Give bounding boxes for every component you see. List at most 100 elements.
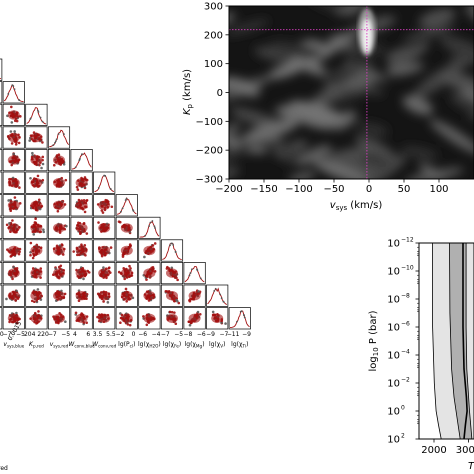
corner-scatter-cell bbox=[25, 262, 48, 285]
pt-y-tick-label: 10 bbox=[387, 267, 400, 278]
corner-scatter-cell bbox=[93, 194, 116, 217]
heatmap-streak bbox=[289, 100, 345, 123]
corner-scatter-point bbox=[9, 130, 13, 133]
corner-histogram-line bbox=[49, 129, 70, 148]
corner-scatter-point bbox=[31, 151, 34, 155]
corner-x-tick-label: 3.5 bbox=[93, 331, 103, 338]
corner-scatter-cell bbox=[25, 284, 48, 307]
heatmap-streak bbox=[401, 146, 439, 159]
corner-density-core bbox=[53, 268, 65, 278]
corner-x-tick-label: −6 bbox=[138, 331, 147, 338]
corner-histogram-marker bbox=[219, 293, 222, 296]
heatmap-streak bbox=[439, 71, 474, 92]
corner-x-tick-label: −7 bbox=[161, 331, 170, 338]
corner-scatter-point bbox=[96, 315, 99, 319]
corner-density-core bbox=[30, 290, 43, 301]
corner-scatter-point bbox=[60, 243, 64, 246]
corner-density-core bbox=[7, 313, 20, 324]
corner-scatter-point bbox=[41, 162, 45, 166]
corner-x-tick-label: 220 bbox=[37, 331, 49, 338]
heatmap-y-label: Kp (km/s) bbox=[182, 69, 194, 115]
corner-histogram-marker bbox=[7, 93, 10, 95]
corner-axis-label: lg(χH2O) bbox=[138, 341, 161, 349]
corner-scatter-point bbox=[128, 264, 131, 268]
corner-scatter-cell bbox=[138, 307, 161, 330]
corner-x-tick-label: −9 bbox=[242, 331, 251, 338]
corner-density-core bbox=[7, 268, 20, 278]
corner-scatter-point bbox=[145, 323, 149, 327]
corner-density-core bbox=[120, 268, 133, 278]
corner-scatter-point bbox=[85, 199, 88, 203]
corner-density-core bbox=[7, 245, 20, 256]
corner-axis-label: vsys,red bbox=[50, 341, 69, 349]
corner-density-core bbox=[75, 200, 88, 211]
corner-scatter-point bbox=[56, 209, 60, 213]
corner-histogram-marker bbox=[74, 166, 77, 169]
corner-scatter-point bbox=[40, 166, 43, 170]
corner-x-tick-label: −6 bbox=[197, 331, 206, 338]
corner-axis-label: lg(Pcl) bbox=[118, 341, 135, 349]
corner-density-core bbox=[53, 245, 65, 256]
corner-histogram-marker bbox=[13, 88, 16, 90]
corner-density-core bbox=[143, 268, 156, 278]
corner-cell-frame bbox=[0, 262, 3, 285]
corner-density-core bbox=[7, 290, 20, 301]
corner-scatter-point bbox=[175, 276, 178, 279]
corner-scatter-cell bbox=[2, 149, 25, 172]
corner-scatter-cell bbox=[2, 194, 25, 217]
corner-histogram-marker bbox=[196, 268, 198, 271]
corner-scatter-point bbox=[37, 310, 40, 313]
corner-histogram-marker bbox=[79, 157, 81, 160]
corner-scatter-cell bbox=[0, 194, 3, 217]
corner-x-tick-label: 6 bbox=[86, 331, 90, 338]
heatmap-x-tick-label: −50 bbox=[323, 184, 344, 195]
corner-scatter-point bbox=[224, 322, 227, 325]
corner-histogram-marker bbox=[104, 174, 107, 177]
corner-scatter-point bbox=[188, 323, 192, 327]
heatmap-streak bbox=[229, 77, 240, 92]
corner-histogram-marker bbox=[54, 141, 56, 144]
corner-scatter-cell bbox=[93, 262, 116, 285]
heatmap-x-tick-label: −150 bbox=[250, 184, 277, 195]
corner-scatter-cell bbox=[183, 307, 206, 330]
corner-scatter-point bbox=[34, 217, 37, 221]
heatmap-panel: −200 −150 −100 −50 0 50 100 −300−200−100010020… bbox=[182, 2, 474, 212]
pt-y-tick-label: 10 bbox=[387, 379, 400, 390]
corner-cell-frame bbox=[0, 171, 3, 194]
corner-histogram-marker bbox=[144, 234, 147, 237]
corner-cell-frame bbox=[47, 126, 71, 149]
corner-scatter-point bbox=[17, 141, 21, 145]
corner-histogram-marker bbox=[236, 320, 238, 323]
corner-scatter-point bbox=[64, 320, 67, 324]
heatmap-x-label: vsys (km/s) bbox=[330, 200, 383, 212]
corner-histogram-cell bbox=[138, 216, 161, 239]
heatmap-streak bbox=[448, 46, 474, 65]
corner-density-core bbox=[30, 177, 43, 188]
heatmap-streak bbox=[268, 40, 323, 58]
corner-scatter-point bbox=[109, 246, 113, 249]
corner-density-core bbox=[166, 268, 178, 278]
corner-histogram-marker bbox=[54, 140, 57, 143]
pt-x-tick-label: 2000 bbox=[421, 445, 446, 456]
corner-x-tick-label: −4 bbox=[152, 331, 161, 338]
corner-scatter-point bbox=[76, 188, 80, 191]
corner-scatter-point bbox=[14, 143, 18, 146]
corner-scatter-cell bbox=[47, 307, 71, 330]
heatmap-streak bbox=[343, 70, 380, 90]
heatmap-streak bbox=[328, 60, 374, 78]
corner-scatter-cell bbox=[47, 194, 71, 217]
corner-scatter-cell bbox=[183, 284, 206, 307]
corner-scatter-point bbox=[36, 288, 40, 291]
corner-scatter-point bbox=[52, 163, 56, 167]
corner-cell-frame bbox=[0, 81, 3, 104]
corner-histogram-marker bbox=[18, 99, 21, 101]
heatmap-streak bbox=[357, 122, 389, 137]
corner-scatter-cell bbox=[0, 171, 3, 194]
corner-histogram-marker bbox=[243, 316, 246, 319]
corner-scatter-point bbox=[85, 321, 88, 325]
corner-x-tick-label: −2 bbox=[116, 331, 125, 338]
heatmap-streak bbox=[229, 19, 270, 36]
pt-y-tick-exponent: −4 bbox=[401, 349, 410, 356]
heatmap-x-tick-label: 50 bbox=[398, 184, 411, 195]
corner-scatter-cell bbox=[25, 171, 48, 194]
